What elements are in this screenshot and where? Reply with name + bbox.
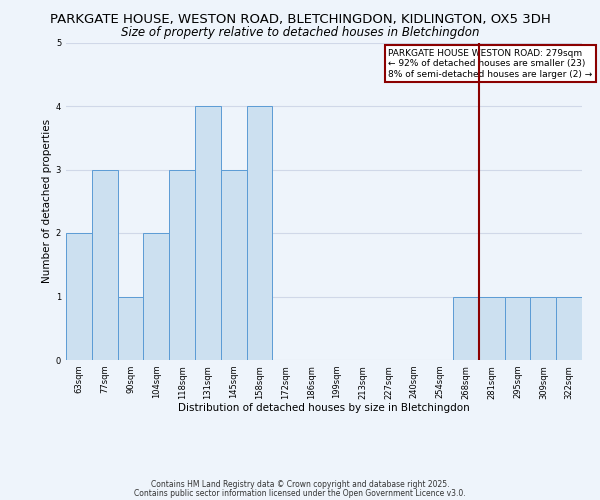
Text: Contains public sector information licensed under the Open Government Licence v3: Contains public sector information licen…	[134, 488, 466, 498]
Bar	[530, 296, 556, 360]
Text: Size of property relative to detached houses in Bletchingdon: Size of property relative to detached ho…	[121, 26, 479, 39]
X-axis label: Distribution of detached houses by size in Bletchingdon: Distribution of detached houses by size …	[178, 403, 470, 413]
Bar	[247, 106, 272, 360]
Bar	[66, 233, 92, 360]
Bar	[556, 296, 582, 360]
Bar	[143, 233, 169, 360]
Bar	[118, 296, 143, 360]
Bar	[505, 296, 530, 360]
Bar	[169, 170, 195, 360]
Bar	[453, 296, 479, 360]
Bar	[195, 106, 221, 360]
Bar	[479, 296, 505, 360]
Text: Contains HM Land Registry data © Crown copyright and database right 2025.: Contains HM Land Registry data © Crown c…	[151, 480, 449, 489]
Bar	[92, 170, 118, 360]
Bar	[221, 170, 247, 360]
Text: PARKGATE HOUSE WESTON ROAD: 279sqm
← 92% of detached houses are smaller (23)
8% : PARKGATE HOUSE WESTON ROAD: 279sqm ← 92%…	[389, 49, 593, 78]
Text: PARKGATE HOUSE, WESTON ROAD, BLETCHINGDON, KIDLINGTON, OX5 3DH: PARKGATE HOUSE, WESTON ROAD, BLETCHINGDO…	[50, 12, 550, 26]
Y-axis label: Number of detached properties: Number of detached properties	[41, 119, 52, 284]
